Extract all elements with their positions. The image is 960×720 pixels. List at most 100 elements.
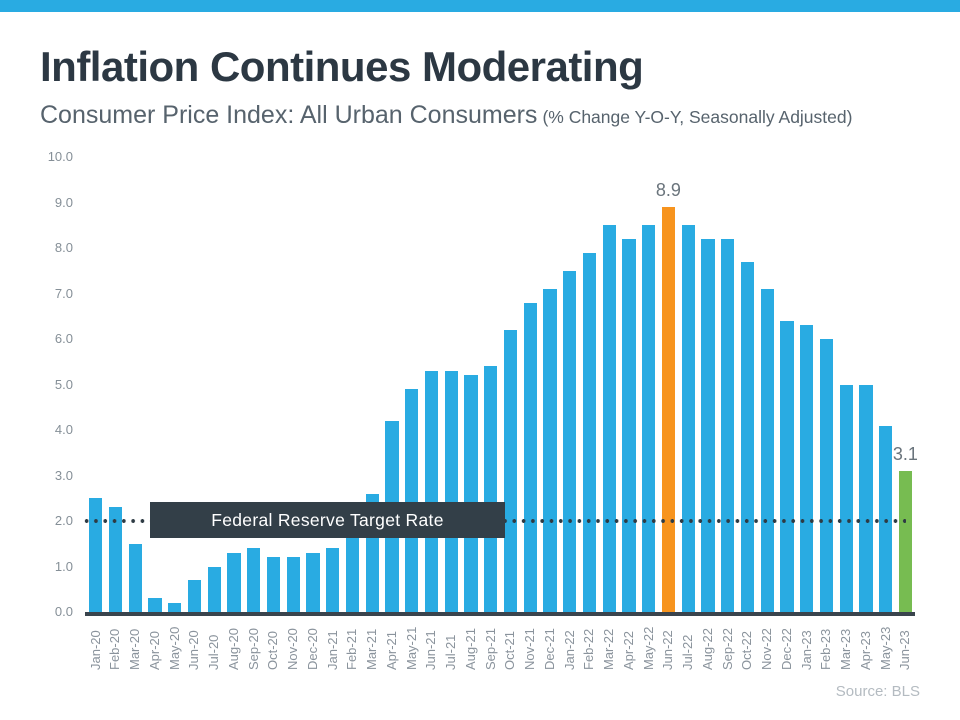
x-tick-feb-21: Feb-21: [344, 628, 360, 670]
y-tick-3.0: 3.0: [54, 467, 73, 483]
x-tick-may-22: May-22: [640, 626, 656, 670]
x-tick-feb-23: Feb-23: [818, 628, 834, 670]
source-attribution: Source: BLS: [835, 683, 920, 700]
x-tick-jan-22: Jan-22: [561, 630, 577, 670]
bar-jun-23: [898, 470, 913, 612]
page-title: Inflation Continues Moderating: [40, 43, 644, 90]
x-tick-jan-23: Jan-23: [798, 630, 814, 670]
top-accent-strip: [0, 0, 960, 12]
x-tick-apr-21: Apr-21: [383, 630, 399, 670]
x-tick-dec-20: Dec-20: [304, 628, 320, 670]
bar-dec-21: [543, 288, 557, 612]
x-tick-may-20: May-20: [166, 626, 182, 670]
bar-sep-20: [247, 548, 261, 612]
x-tick-oct-22: Oct-22: [739, 630, 755, 670]
bar-apr-20: [148, 598, 162, 612]
x-tick-aug-21: Aug-21: [462, 628, 478, 670]
bar-oct-22: [740, 261, 755, 612]
bar-apr-22: [622, 238, 636, 612]
bar-dec-20: [306, 552, 320, 612]
bar-jan-20: [89, 498, 103, 612]
bar-jun-22: [661, 207, 676, 612]
x-tick-apr-20: Apr-20: [146, 630, 162, 670]
bar-jul-22: [681, 225, 695, 612]
x-tick-nov-20: Nov-20: [285, 628, 301, 670]
target-rate-label-box: Federal Reserve Target Rate: [150, 502, 505, 538]
bar-jul-21: [444, 370, 458, 612]
y-tick-2.0: 2.0: [54, 513, 73, 528]
x-tick-sep-20: Sep-20: [245, 628, 261, 670]
x-tick-dec-21: Dec-21: [541, 628, 557, 670]
bar-jun-21: [424, 370, 439, 612]
y-tick-8.0: 8.0: [54, 240, 73, 255]
y-tick-9.0: 9.0: [54, 194, 73, 210]
x-tick-jul-21: Jul-21: [443, 634, 459, 670]
bar-nov-20: [286, 557, 300, 612]
x-tick-mar-21: Mar-21: [364, 628, 380, 670]
x-axis-line: [85, 612, 915, 616]
bar-mar-23: [839, 384, 853, 612]
bar-jul-20: [207, 566, 221, 612]
x-tick-oct-20: Oct-20: [265, 630, 281, 670]
x-tick-feb-20: Feb-20: [107, 628, 123, 670]
x-tick-may-21: May-21: [403, 626, 419, 670]
bar-mar-20: [128, 543, 142, 612]
x-tick-dec-22: Dec-22: [778, 628, 794, 670]
y-tick-7.0: 7.0: [54, 285, 73, 301]
bar-may-22: [642, 225, 656, 612]
x-tick-sep-21: Sep-21: [482, 628, 498, 670]
chart-subtitle: Consumer Price Index: All Urban Consumer…: [40, 101, 853, 130]
bar-aug-22: [701, 238, 715, 612]
x-tick-jun-23: Jun-23: [897, 630, 913, 670]
bars-layer: [85, 157, 915, 612]
x-tick-apr-23: Apr-23: [857, 630, 873, 670]
bar-aug-20: [227, 552, 241, 612]
bar-feb-23: [819, 339, 834, 612]
bar-oct-21: [503, 329, 518, 612]
y-tick-5.0: 5.0: [54, 376, 73, 392]
subtitle-main: Consumer Price Index: All Urban Consumer…: [40, 101, 538, 129]
x-tick-aug-20: Aug-20: [225, 628, 241, 670]
target-rate-label: Federal Reserve Target Rate: [211, 509, 444, 530]
bar-feb-20: [108, 507, 123, 612]
x-tick-may-23: May-23: [877, 626, 893, 670]
x-tick-jun-21: Jun-21: [423, 630, 439, 670]
bar-jan-23: [800, 325, 814, 612]
bar-dec-22: [780, 320, 794, 612]
bar-jan-21: [326, 548, 340, 612]
bar-feb-21: [345, 534, 360, 612]
x-tick-jan-21: Jan-21: [324, 630, 340, 670]
y-tick-10.0: 10.0: [47, 149, 73, 164]
x-tick-oct-21: Oct-21: [502, 630, 518, 670]
bar-apr-23: [859, 384, 873, 612]
bar-jan-22: [563, 270, 577, 612]
x-tick-mar-22: Mar-22: [601, 628, 617, 670]
x-tick-jan-20: Jan-20: [87, 630, 103, 670]
bar-may-20: [168, 602, 182, 612]
x-tick-mar-23: Mar-23: [838, 628, 854, 670]
bar-aug-21: [464, 375, 478, 612]
y-tick-6.0: 6.0: [54, 331, 73, 346]
x-tick-jul-20: Jul-20: [206, 634, 222, 670]
bar-nov-22: [760, 288, 774, 612]
x-tick-sep-22: Sep-22: [719, 628, 735, 670]
x-tick-jul-22: Jul-22: [680, 634, 696, 670]
bar-mar-22: [602, 225, 616, 612]
bar-sep-22: [721, 238, 735, 612]
bar-sep-21: [484, 366, 498, 612]
x-tick-mar-20: Mar-20: [127, 628, 143, 670]
y-tick-1.0: 1.0: [54, 558, 73, 574]
bar-may-23: [879, 425, 893, 612]
x-tick-feb-22: Feb-22: [581, 628, 597, 670]
y-tick-4.0: 4.0: [54, 422, 73, 437]
x-tick-aug-22: Aug-22: [699, 628, 715, 670]
y-axis-labels: 0.0 1.0 2.0 3.0 4.0 5.0 6.0 7.0 8.0 9.0 10.0: [25, 149, 73, 619]
subtitle-note: (% Change Y-O-Y, Seasonally Adjusted): [542, 107, 853, 127]
bar-nov-21: [523, 302, 537, 612]
x-tick-jun-20: Jun-20: [186, 630, 202, 670]
plot-area: Federal Reserve Target Rate Jan-20 Feb-20…: [82, 157, 918, 670]
value-label-jun-23: 3.1: [892, 443, 918, 464]
x-tick-nov-21: Nov-21: [522, 628, 538, 670]
y-tick-0.0: 0.0: [54, 604, 73, 619]
bar-oct-20: [266, 557, 281, 612]
